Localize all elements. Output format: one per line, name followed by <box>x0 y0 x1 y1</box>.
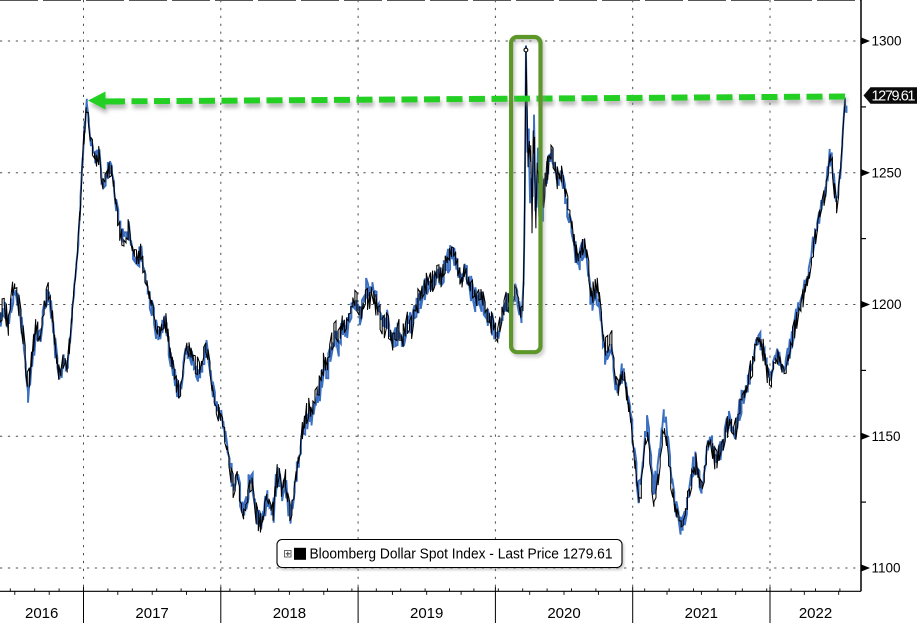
svg-text:1200: 1200 <box>872 297 902 312</box>
svg-text:2017: 2017 <box>135 605 168 622</box>
svg-text:1150: 1150 <box>872 429 901 444</box>
svg-text:2022: 2022 <box>799 605 832 622</box>
svg-text:2021: 2021 <box>685 605 718 622</box>
svg-text:1279.61: 1279.61 <box>872 88 916 104</box>
svg-text:1100: 1100 <box>872 561 901 576</box>
svg-text:2016: 2016 <box>25 605 58 622</box>
svg-text:1300: 1300 <box>872 34 902 49</box>
svg-text:2018: 2018 <box>273 605 306 622</box>
svg-text:2019: 2019 <box>410 605 443 622</box>
svg-text:Bloomberg Dollar Spot Index -: Bloomberg Dollar Spot Index - Last Price… <box>310 547 613 563</box>
svg-text:1250: 1250 <box>872 165 902 180</box>
svg-text:2020: 2020 <box>547 605 580 622</box>
